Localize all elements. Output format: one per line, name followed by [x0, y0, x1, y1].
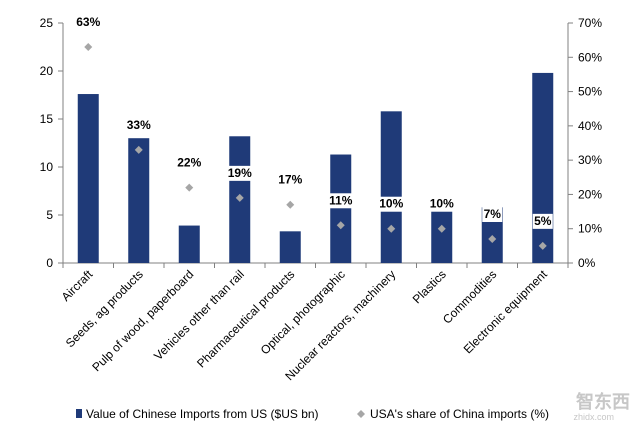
legend-diamond-swatch: [357, 410, 365, 418]
left-tick-label: 10: [40, 160, 54, 174]
right-tick-label: 70%: [578, 16, 602, 30]
right-tick-label: 40%: [578, 119, 602, 133]
left-tick-label: 15: [40, 112, 54, 126]
data-label-bg: [226, 165, 254, 181]
legend-share-label: USA's share of China imports (%): [370, 407, 549, 421]
category-label-4: Pharmaceutical products: [194, 267, 297, 370]
bar-0: [77, 94, 99, 263]
category-label-9: Electronic equipment: [461, 267, 551, 357]
bar-5: [330, 154, 352, 263]
bar-2: [178, 225, 200, 263]
share-point-6: [387, 224, 396, 233]
right-tick-label: 10%: [578, 222, 602, 236]
watermark-text: 智东西: [576, 391, 630, 412]
left-tick-label: 20: [40, 64, 54, 78]
legend-bar-swatch: [76, 409, 82, 418]
data-label-9: 5%: [534, 214, 552, 228]
data-label-7: 10%: [430, 197, 454, 211]
data-label-bg: [428, 196, 456, 212]
bar-9: [532, 72, 554, 263]
left-tick-label: 5: [46, 208, 53, 222]
share-point-4: [286, 200, 295, 209]
right-tick-label: 20%: [578, 187, 602, 201]
share-point-0: [84, 43, 93, 51]
category-label-5: Optical, photographic: [258, 267, 348, 357]
left-tick-label: 25: [40, 16, 54, 30]
bar-6: [380, 111, 402, 263]
data-label-8: 7%: [484, 207, 502, 221]
share-series: [84, 43, 547, 250]
right-tick-label: 50%: [578, 85, 602, 99]
data-labels: 63% 33% 22% 19% 17% 11% 10% 10% 7% 5%: [76, 15, 553, 229]
data-label-bg: [482, 207, 503, 222]
bar-4: [279, 231, 301, 263]
share-point-2: [185, 183, 194, 192]
watermark-subtext: zhidx.com: [573, 412, 614, 422]
left-tick-label: 0: [46, 256, 53, 270]
axes: 0 5 10 15 20 25 0% 10% 20% 30% 40% 50% 60% 70%: [40, 16, 603, 270]
share-point-3: [235, 193, 244, 202]
right-tick-label: 30%: [578, 153, 602, 167]
data-label-4: 17%: [278, 173, 302, 187]
category-label-0: Aircraft: [59, 267, 96, 304]
category-label-3: Vehicles other than rail: [151, 267, 247, 363]
legend: Value of Chinese Imports from US ($US bn…: [76, 407, 549, 421]
data-label-3: 19%: [228, 166, 252, 180]
share-point-7: [437, 224, 446, 233]
share-point-9: [538, 241, 547, 250]
share-point-8: [488, 235, 497, 243]
data-label-2: 22%: [177, 156, 201, 170]
bar-series: [77, 72, 554, 263]
category-label-7: Plastics: [410, 267, 449, 306]
data-label-bg: [327, 193, 355, 209]
right-tick-label: 0%: [578, 256, 596, 270]
data-label-6: 10%: [379, 197, 403, 211]
share-point-5: [336, 221, 345, 230]
data-label-bg: [377, 196, 405, 212]
data-label-1: 33%: [127, 118, 151, 132]
bar-7: [431, 203, 453, 263]
data-label-0: 63%: [76, 15, 100, 29]
bar-1: [128, 138, 150, 263]
category-label-2: Pulp of wood, paperboard: [89, 267, 196, 374]
legend-bar-label: Value of Chinese Imports from US ($US bn…: [86, 407, 319, 421]
data-label-bg: [532, 213, 553, 229]
share-point-1: [134, 145, 143, 154]
data-label-5: 11%: [329, 193, 353, 207]
right-tick-label: 60%: [578, 50, 602, 64]
